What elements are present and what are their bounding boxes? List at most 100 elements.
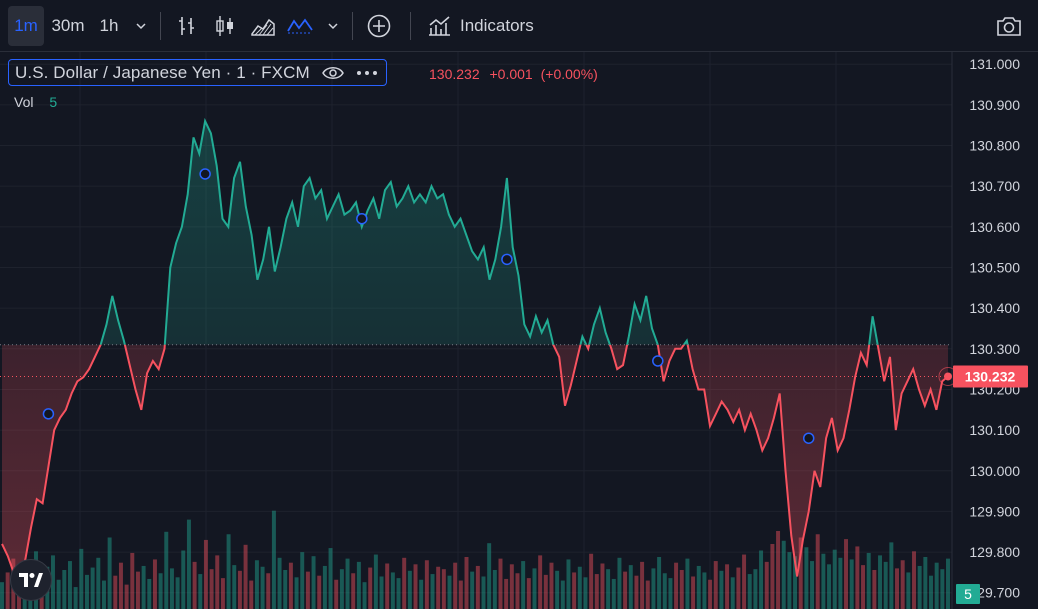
event-marker[interactable] xyxy=(42,408,55,420)
camera-icon[interactable] xyxy=(990,6,1028,46)
event-marker[interactable] xyxy=(356,212,368,225)
volume-bar xyxy=(147,578,152,609)
volume-bar xyxy=(657,557,662,609)
volume-bar xyxy=(594,574,599,609)
volume-bar xyxy=(815,534,820,609)
volume-bar xyxy=(736,567,741,609)
volume-bar xyxy=(192,561,197,609)
volume-bar xyxy=(152,559,157,609)
y-tick-label: 129.900 xyxy=(969,503,1020,519)
interval-30m[interactable]: 30m xyxy=(51,16,85,35)
volume-bar xyxy=(821,553,826,609)
volume-bar xyxy=(345,558,350,609)
volume-bar xyxy=(770,544,775,609)
volume-bar xyxy=(294,577,299,609)
line-icon[interactable] xyxy=(283,6,317,46)
volume-bar xyxy=(521,561,526,609)
chevron-down-icon[interactable] xyxy=(128,6,154,46)
volume-bar xyxy=(725,564,730,609)
volume-bar xyxy=(611,578,616,609)
volume-bar xyxy=(101,580,106,609)
volume-bar xyxy=(79,548,84,609)
y-tick-label: 130.400 xyxy=(969,300,1020,316)
candles-icon[interactable] xyxy=(208,6,242,46)
volume-bar xyxy=(730,577,735,609)
top-toolbar: 1m 30m 1h Indicators xyxy=(0,0,1038,52)
volume-bars xyxy=(0,510,950,609)
volume-bar xyxy=(827,564,832,609)
volume-bar xyxy=(674,562,679,609)
volume-bar xyxy=(339,569,344,609)
add-icon[interactable] xyxy=(362,6,396,46)
bar-chart-icon[interactable] xyxy=(170,6,204,46)
indicators-button[interactable]: Indicators xyxy=(422,6,542,46)
volume-bar xyxy=(464,557,469,609)
volume-bar xyxy=(96,557,101,609)
volume-bar xyxy=(917,565,922,609)
price-axis: 131.000 130.900 130.800 130.700 130.600 130.5… xyxy=(969,56,1020,601)
volume-bar xyxy=(288,562,293,609)
volume-bar xyxy=(356,561,361,609)
volume-bar xyxy=(793,556,798,609)
interval-1h[interactable]: 1h xyxy=(99,16,119,35)
volume-bar xyxy=(640,561,645,609)
volume-bar xyxy=(583,577,588,609)
event-marker[interactable] xyxy=(802,432,815,444)
volume-bar xyxy=(458,580,463,609)
volume-bar xyxy=(5,572,10,609)
volume-bar xyxy=(124,584,129,609)
volume-bar xyxy=(447,575,452,609)
volume-bar xyxy=(198,574,203,609)
volume-bar xyxy=(555,570,560,609)
chevron-down-icon[interactable] xyxy=(320,6,346,46)
volume-bar xyxy=(322,565,327,609)
volume-bar xyxy=(946,558,950,609)
volume-bar xyxy=(889,542,894,609)
volume-bar xyxy=(232,565,237,609)
price-line-up xyxy=(99,117,879,345)
area-above-baseline xyxy=(2,121,948,345)
volume-bar xyxy=(934,562,939,609)
event-marker[interactable] xyxy=(652,355,664,367)
event-marker[interactable] xyxy=(199,168,211,180)
volume-bar xyxy=(175,577,180,609)
volume-bar xyxy=(929,575,933,609)
volume-bar xyxy=(702,572,707,609)
volume-bar xyxy=(470,571,475,609)
volume-bar xyxy=(572,572,577,609)
volume-legend-value: 5 xyxy=(49,94,58,110)
volume-bar xyxy=(481,576,486,609)
volume-bar xyxy=(662,573,667,609)
interval-1m[interactable]: 1m xyxy=(8,6,44,46)
volume-bar xyxy=(538,555,543,609)
more-icon[interactable] xyxy=(356,69,378,77)
volume-bar xyxy=(787,552,792,609)
price-area xyxy=(2,121,948,585)
y-tick-label: 129.700 xyxy=(969,585,1020,601)
volume-bar xyxy=(107,537,112,609)
eye-icon[interactable] xyxy=(321,65,344,81)
volume-bar xyxy=(781,540,786,609)
price-axis-background[interactable] xyxy=(952,52,1038,609)
event-markers[interactable] xyxy=(42,168,815,444)
volume-bar xyxy=(158,573,163,609)
volume-bar xyxy=(487,543,492,609)
volume-bar xyxy=(237,570,242,609)
volume-bar xyxy=(277,557,282,609)
last-price-point xyxy=(944,372,952,381)
volume-bar xyxy=(895,568,900,609)
tradingview-logo[interactable] xyxy=(10,559,52,601)
volume-label: 5 xyxy=(956,584,980,604)
area-icon[interactable] xyxy=(246,6,280,46)
volume-bar xyxy=(368,567,373,609)
volume-bar xyxy=(617,557,622,609)
volume-bar xyxy=(317,575,322,609)
event-marker[interactable] xyxy=(501,253,513,266)
symbol-legend[interactable]: U.S. Dollar / Japanese Yen · 1 · FXCM xyxy=(8,59,387,86)
last-price-value: 130.232 xyxy=(965,368,1016,384)
volume-bar xyxy=(719,570,724,609)
volume-bar xyxy=(492,570,497,609)
volume-bar xyxy=(651,568,656,609)
volume-bar xyxy=(249,580,254,609)
